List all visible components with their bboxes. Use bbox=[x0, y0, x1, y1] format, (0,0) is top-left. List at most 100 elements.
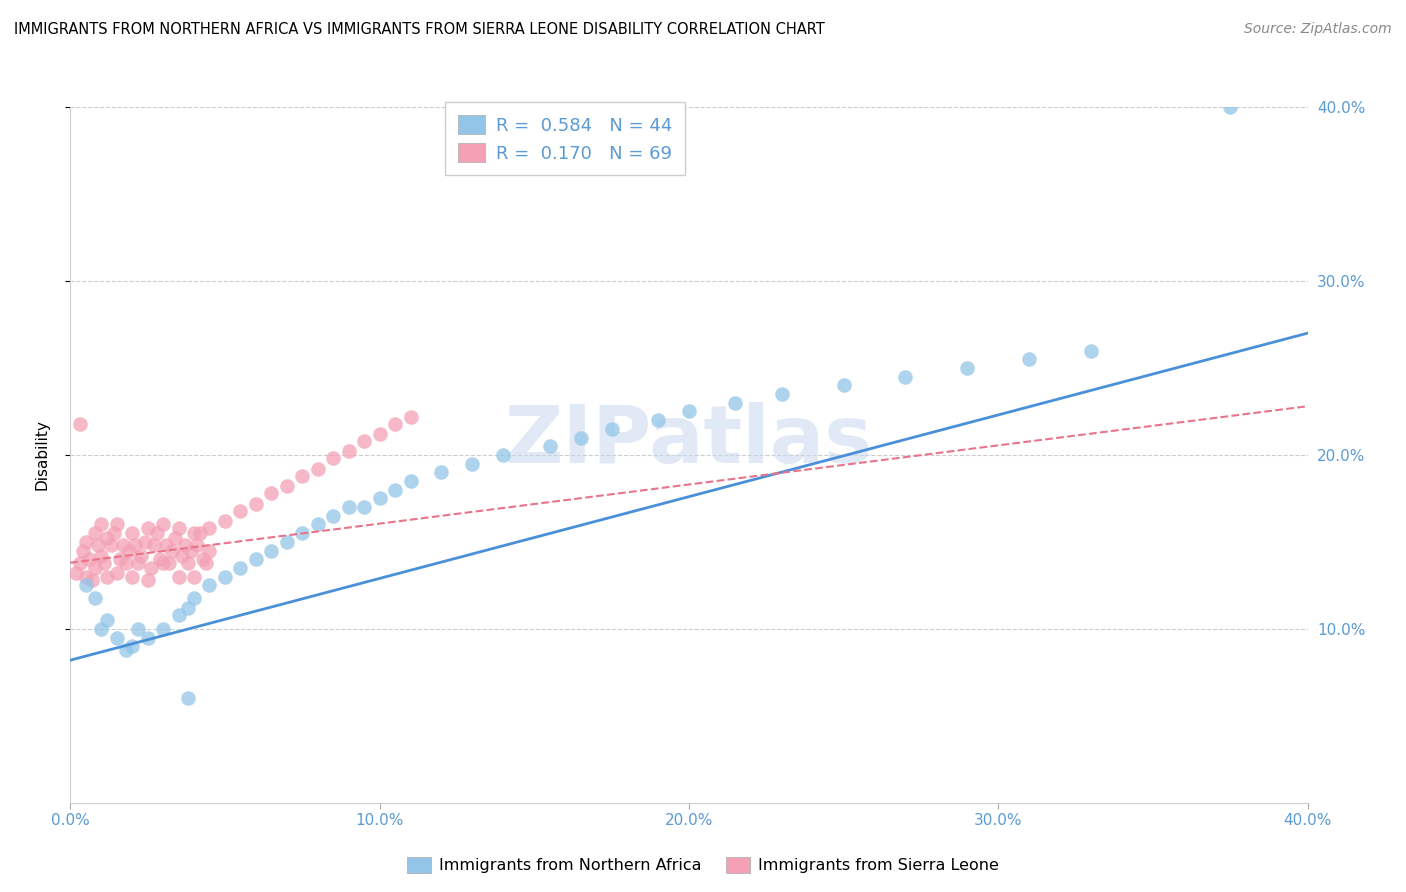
Point bbox=[90, 517, 112, 532]
Point bbox=[121, 639, 143, 653]
Point bbox=[90, 622, 112, 636]
Point bbox=[75, 570, 97, 584]
Point bbox=[198, 578, 221, 592]
Point bbox=[198, 543, 221, 558]
Point bbox=[724, 396, 747, 410]
Point bbox=[149, 552, 172, 566]
Point bbox=[368, 427, 391, 442]
Point bbox=[276, 479, 298, 493]
Point bbox=[399, 474, 422, 488]
Point bbox=[108, 552, 131, 566]
Legend: Immigrants from Northern Africa, Immigrants from Sierra Leone: Immigrants from Northern Africa, Immigra… bbox=[401, 850, 1005, 880]
Point bbox=[118, 543, 141, 558]
Point bbox=[139, 561, 162, 575]
Point bbox=[105, 566, 128, 581]
Point bbox=[124, 538, 146, 552]
Point bbox=[75, 534, 97, 549]
Point bbox=[103, 526, 125, 541]
Point bbox=[260, 486, 283, 500]
Point bbox=[142, 538, 165, 552]
Point bbox=[75, 578, 97, 592]
Point bbox=[152, 517, 174, 532]
Point bbox=[260, 543, 283, 558]
Point bbox=[90, 549, 112, 563]
Point bbox=[894, 369, 917, 384]
Point bbox=[177, 601, 200, 615]
Point bbox=[276, 534, 298, 549]
Point bbox=[115, 642, 138, 657]
Point bbox=[69, 556, 91, 570]
Point bbox=[80, 573, 103, 587]
Point bbox=[121, 570, 143, 584]
Point bbox=[105, 517, 128, 532]
Point bbox=[65, 566, 87, 581]
Point bbox=[93, 556, 115, 570]
Point bbox=[186, 538, 208, 552]
Point bbox=[155, 538, 177, 552]
Point bbox=[1018, 352, 1040, 367]
Point bbox=[291, 468, 314, 483]
Point bbox=[72, 543, 94, 558]
Point bbox=[84, 526, 107, 541]
Point bbox=[353, 500, 375, 514]
Point bbox=[322, 508, 344, 523]
Point bbox=[152, 622, 174, 636]
Point bbox=[162, 543, 184, 558]
Point bbox=[399, 409, 422, 424]
Point bbox=[956, 360, 979, 375]
Point bbox=[134, 534, 156, 549]
Point bbox=[291, 526, 314, 541]
Point bbox=[127, 556, 149, 570]
Point bbox=[214, 570, 236, 584]
Point bbox=[1219, 100, 1241, 114]
Point bbox=[188, 526, 211, 541]
Point bbox=[84, 591, 107, 605]
Point bbox=[100, 538, 122, 552]
Point bbox=[353, 434, 375, 448]
Point bbox=[177, 556, 200, 570]
Y-axis label: Disability: Disability bbox=[35, 419, 49, 491]
Point bbox=[167, 521, 190, 535]
Legend: R =  0.584   N = 44, R =  0.170   N = 69: R = 0.584 N = 44, R = 0.170 N = 69 bbox=[446, 103, 685, 176]
Point bbox=[177, 691, 200, 706]
Point bbox=[461, 457, 484, 471]
Point bbox=[193, 552, 215, 566]
Point bbox=[111, 538, 134, 552]
Point bbox=[229, 561, 252, 575]
Point bbox=[173, 538, 195, 552]
Point bbox=[115, 556, 138, 570]
Point bbox=[337, 444, 360, 458]
Point bbox=[96, 613, 118, 627]
Point bbox=[69, 417, 91, 431]
Point bbox=[136, 573, 159, 587]
Point bbox=[167, 607, 190, 622]
Point bbox=[492, 448, 515, 462]
Point bbox=[198, 521, 221, 535]
Point bbox=[322, 451, 344, 466]
Point bbox=[152, 556, 174, 570]
Point bbox=[121, 526, 143, 541]
Point bbox=[87, 538, 110, 552]
Point bbox=[96, 570, 118, 584]
Point bbox=[96, 532, 118, 546]
Point bbox=[183, 526, 205, 541]
Point bbox=[647, 413, 669, 427]
Text: ZIPatlas: ZIPatlas bbox=[505, 402, 873, 480]
Point bbox=[165, 532, 187, 546]
Point bbox=[384, 483, 406, 497]
Point bbox=[131, 549, 153, 563]
Point bbox=[600, 422, 623, 436]
Point bbox=[538, 439, 561, 453]
Point bbox=[146, 526, 169, 541]
Point bbox=[1080, 343, 1102, 358]
Point bbox=[430, 466, 453, 480]
Point bbox=[195, 556, 218, 570]
Point bbox=[170, 549, 193, 563]
Point bbox=[180, 543, 202, 558]
Point bbox=[167, 570, 190, 584]
Point bbox=[770, 387, 793, 401]
Point bbox=[183, 591, 205, 605]
Point bbox=[307, 462, 329, 476]
Point bbox=[214, 514, 236, 528]
Point bbox=[245, 552, 267, 566]
